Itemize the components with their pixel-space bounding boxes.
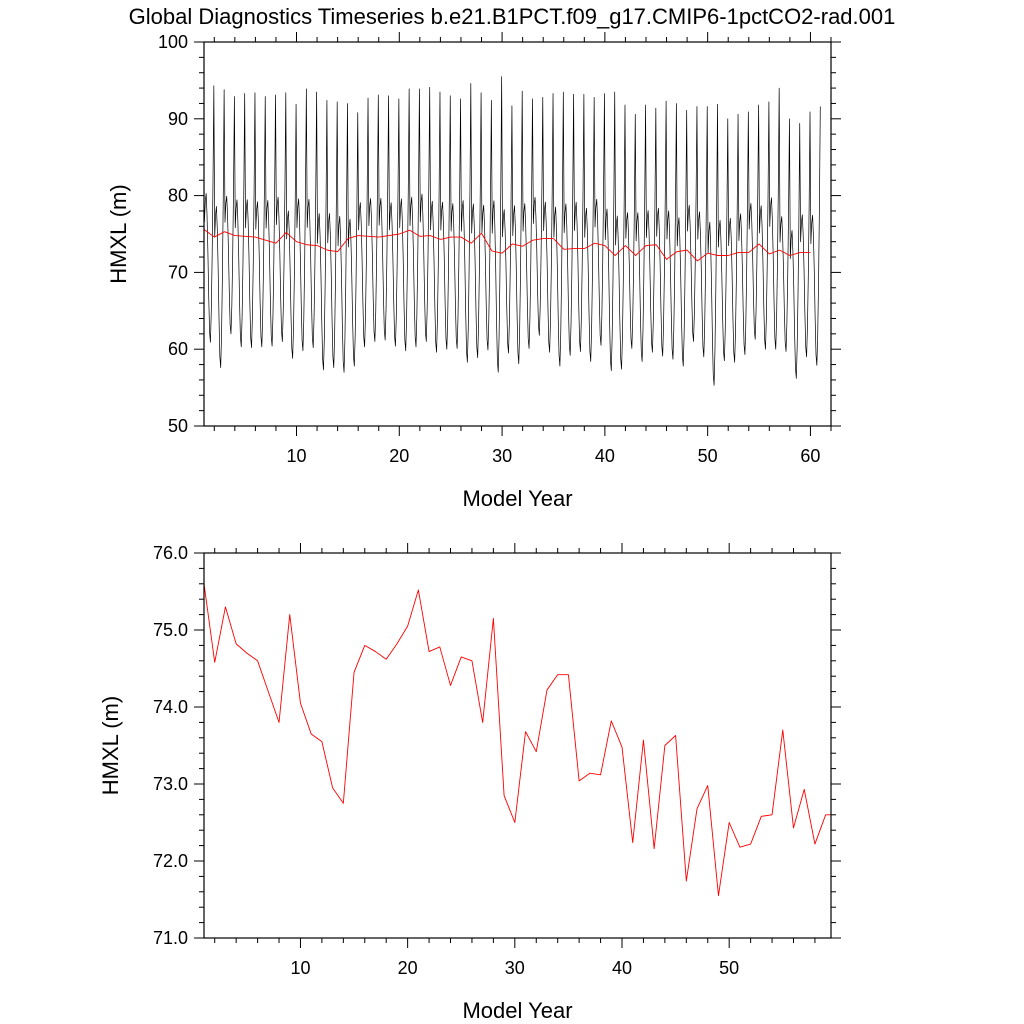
plot-area <box>204 583 831 897</box>
x-tick-label: 10 <box>290 958 310 978</box>
y-axis: 50 60 70 80 90 100 <box>158 32 841 436</box>
x-tick-label: 20 <box>398 958 418 978</box>
y-tick-label: 100 <box>158 32 188 52</box>
y-tick-label: 72.0 <box>153 851 188 871</box>
monthly-series-line <box>204 76 821 386</box>
x-tick-label: 40 <box>612 958 632 978</box>
y-tick-label: 75.0 <box>153 620 188 640</box>
y-tick-label: 71.0 <box>153 928 188 948</box>
y-tick-label: 90 <box>168 109 188 129</box>
x-tick-label: 10 <box>286 446 306 466</box>
y-tick-label: 70 <box>168 262 188 282</box>
y-tick-label: 73.0 <box>153 774 188 794</box>
x-tick-label: 50 <box>698 446 718 466</box>
bottom-panel: 10 20 30 40 50 71.0 72.0 73.0 74.0 75.0 76.0 Model … <box>98 543 841 1023</box>
x-tick-label: 30 <box>492 446 512 466</box>
y-tick-label: 74.0 <box>153 697 188 717</box>
annual-mean-line <box>204 229 811 262</box>
x-axis-label: Model Year <box>462 486 572 511</box>
x-tick-label: 30 <box>505 958 525 978</box>
plot-area <box>204 76 821 386</box>
x-tick-label: 50 <box>719 958 739 978</box>
x-tick-label: 40 <box>595 446 615 466</box>
y-tick-label: 80 <box>168 186 188 206</box>
x-axis-label: Model Year <box>462 998 572 1023</box>
y-tick-label: 50 <box>168 416 188 436</box>
y-axis-label: HMXL (m) <box>98 696 123 795</box>
plot-frame <box>203 552 832 939</box>
plot-frame <box>203 41 832 427</box>
y-axis: 71.0 72.0 73.0 74.0 75.0 76.0 <box>153 543 841 948</box>
y-tick-label: 76.0 <box>153 543 188 563</box>
x-axis: 10 20 30 40 50 <box>214 543 816 978</box>
y-axis-label: HMXL (m) <box>106 184 131 283</box>
x-tick-label: 20 <box>389 446 409 466</box>
x-axis: 10 20 30 40 50 60 <box>213 32 832 466</box>
top-panel: 10 20 30 40 50 60 50 60 70 80 90 100 Model Year HMXL … <box>106 32 841 511</box>
x-tick-label: 60 <box>800 446 820 466</box>
annual-mean-line <box>204 583 831 897</box>
y-tick-label: 60 <box>168 339 188 359</box>
figure-title: Global Diagnostics Timeseries b.e21.B1PC… <box>129 4 896 29</box>
